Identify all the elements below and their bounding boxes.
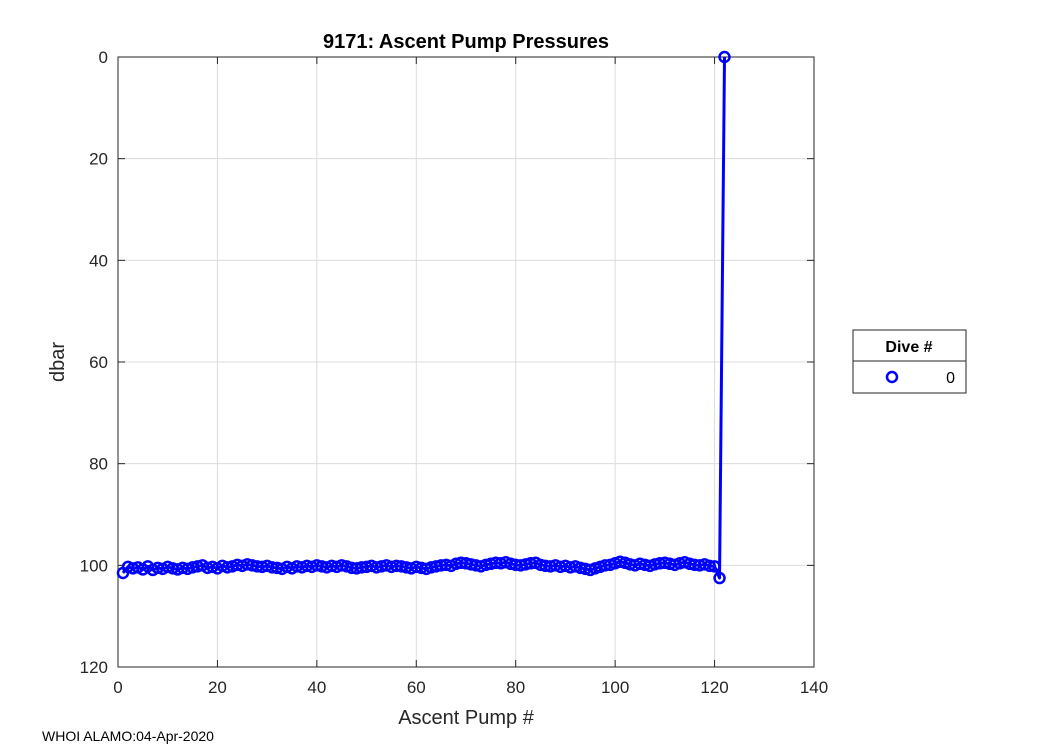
x-tick-label: 80	[506, 678, 525, 697]
x-tick-label: 60	[407, 678, 426, 697]
x-tick-label: 140	[800, 678, 828, 697]
y-tick-label: 40	[89, 251, 108, 270]
data-point	[703, 559, 716, 573]
y-tick-label: 60	[89, 353, 108, 372]
y-tick-label: 80	[89, 455, 108, 474]
series-line	[121, 56, 727, 580]
x-tick-label: 120	[700, 678, 728, 697]
x-tick-label: 100	[601, 678, 629, 697]
legend-entry-label: 0	[946, 370, 955, 387]
y-tick-label: 120	[80, 658, 108, 677]
data-point	[713, 571, 726, 585]
y-tick-label: 100	[80, 556, 108, 575]
axis-ticks: 0 20 40 60 80 100 120 140 0 20 40 60 80 100 120	[80, 48, 829, 697]
x-tick-label: 0	[113, 678, 122, 697]
x-axis-label: Ascent Pump #	[398, 707, 535, 729]
y-tick-label: 0	[99, 48, 108, 67]
data-point	[708, 560, 721, 573]
series-layer	[116, 50, 731, 585]
data-point	[718, 50, 731, 64]
footer-stamp: WHOI ALAMO:04-Apr-2020	[42, 728, 214, 744]
y-tick-label: 20	[89, 150, 108, 169]
legend-title: Dive #	[885, 339, 932, 356]
x-tick-label: 20	[208, 678, 227, 697]
grid	[118, 57, 814, 667]
chart-title: 9171: Ascent Pump Pressures	[323, 31, 609, 53]
legend-marker	[885, 370, 899, 384]
x-tick-label: 40	[307, 678, 326, 697]
legend: Dive # 0	[852, 329, 967, 394]
y-axis-label: dbar	[47, 342, 69, 382]
